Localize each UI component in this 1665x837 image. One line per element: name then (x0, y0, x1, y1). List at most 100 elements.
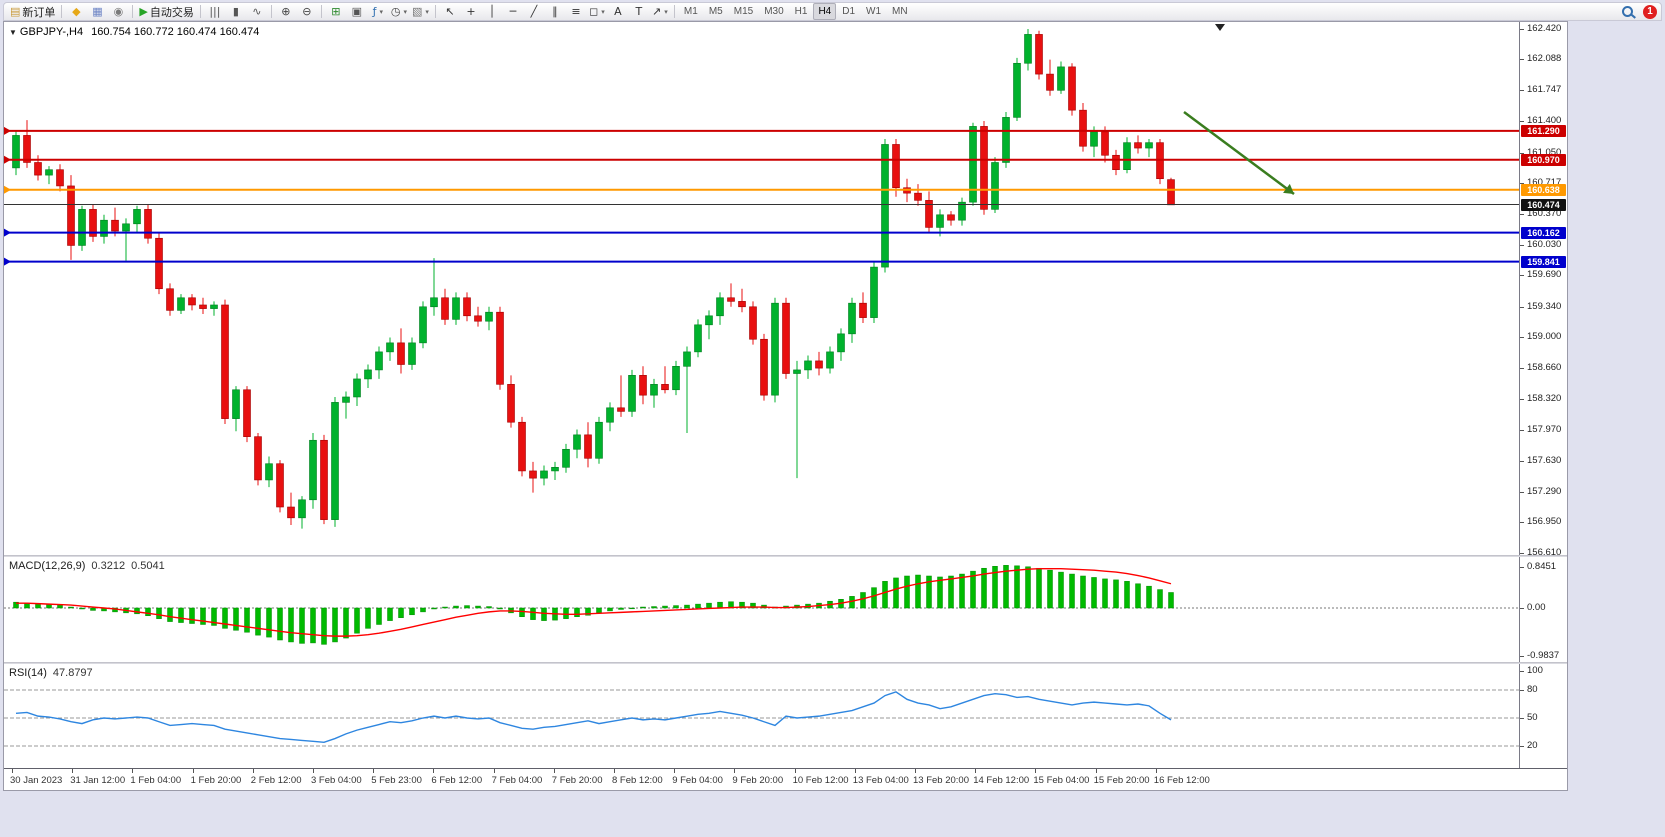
search-button[interactable] (1617, 3, 1637, 20)
candle-body (474, 315, 482, 322)
label-button[interactable]: T (629, 3, 649, 20)
tile-windows-button[interactable]: ⊞ (326, 3, 346, 20)
candle-body (89, 209, 97, 237)
new-order-button-label: 新订单 (22, 6, 56, 19)
axis-tick (1520, 306, 1524, 308)
bar-chart-button[interactable]: ||| (205, 3, 225, 20)
profiles-button[interactable]: ▦ (87, 3, 107, 20)
candle-body (45, 169, 53, 176)
timeframe-m5[interactable]: M5 (708, 6, 723, 17)
rsi-value: 47.8797 (52, 667, 93, 679)
macd-signal-value: 0.5041 (131, 560, 165, 572)
macd-bar (937, 576, 943, 609)
candlestick-canvas[interactable] (4, 22, 1519, 555)
time-axis[interactable]: 30 Jan 2023 31 Jan 12:00 1 Feb 04:00 1 Feb … (4, 768, 1567, 790)
candle-body (837, 333, 845, 353)
line-chart-button[interactable]: ∿ (247, 3, 267, 20)
price-tag: 159.841 (1521, 255, 1566, 268)
macd-label: MACD(12,26,9) 0.3212 0.5041 (9, 560, 165, 572)
candle-body (892, 144, 900, 189)
timeframe-d1[interactable]: D1 (842, 6, 856, 17)
macd-bar (574, 607, 580, 617)
wizard-icon: ◆ (72, 5, 81, 18)
notification-badge[interactable]: 1 (1643, 4, 1657, 19)
candle-body (177, 297, 185, 311)
time-label: 15 Feb 04:00 (1033, 775, 1090, 786)
timeframe-mn[interactable]: MN (892, 6, 908, 17)
zoom-in-button[interactable]: ⊕ (276, 3, 296, 20)
macd-bar (90, 607, 96, 611)
macd-bar (871, 587, 877, 609)
timeframe-m15[interactable]: M15 (733, 6, 754, 17)
price-chart-pane[interactable]: ▼ GBPJPY-,H4 160.754 160.772 160.474 160.4… (4, 22, 1519, 555)
auto-trading-button[interactable]: ▶ 自动交易 (137, 3, 195, 20)
candle-body (276, 463, 284, 508)
shapes-button[interactable]: ◻ ▾ (587, 3, 607, 20)
rsi-canvas[interactable] (4, 664, 1519, 768)
trend-arrow-head (1283, 183, 1294, 194)
axis-tick (1520, 89, 1524, 91)
macd-bar (409, 607, 415, 616)
price-axis[interactable]: 162.420 162.088 161.747 161.400 161.050 160.7… (1519, 22, 1567, 768)
macd-bar (167, 607, 173, 622)
chevron-down-icon: ▾ (425, 8, 429, 16)
candle-body (881, 144, 889, 268)
toolbar-separator (320, 5, 322, 18)
fibonacci-button[interactable]: ≡ (566, 3, 586, 20)
crosshair-button[interactable]: + (461, 3, 481, 20)
periods-button[interactable]: ◷ ▾ (389, 3, 409, 20)
trendline-button[interactable]: ╱ (524, 3, 544, 20)
candle-body (23, 135, 31, 163)
timeframe-m30[interactable]: M30 (764, 6, 784, 17)
timeframe-w1[interactable]: W1 (866, 6, 882, 17)
arrange-windows-button[interactable]: ▣ (347, 3, 367, 20)
candle-body (870, 266, 878, 318)
timeframe-h1[interactable]: H1 (794, 6, 808, 17)
time-tick (794, 769, 796, 773)
macd-bar (134, 607, 140, 615)
wizard-button[interactable]: ◆ (66, 3, 86, 20)
new-order-button[interactable]: ▤ 新订单 (8, 3, 57, 20)
candle-body (232, 389, 240, 419)
macd-bar (497, 607, 503, 610)
candle-body (771, 302, 779, 396)
symbol-dropdown-icon[interactable]: ▼ (9, 28, 17, 37)
templates-button[interactable]: ▧ ▾ (410, 3, 431, 20)
rsi-label: RSI(14) 47.8797 (9, 667, 93, 679)
axis-label: 162.088 (1527, 52, 1562, 64)
chart-shift-marker[interactable] (1215, 24, 1225, 31)
trend-arrow[interactable] (1183, 110, 1295, 196)
axis-tick (1520, 690, 1524, 691)
zoom-out-button[interactable]: ⊖ (297, 3, 317, 20)
candle-body (419, 306, 427, 344)
macd-bar (211, 607, 217, 626)
macd-bar (420, 607, 426, 613)
arrows-button[interactable]: ↗ ▾ (650, 3, 670, 20)
cursor-button[interactable]: ↖ (440, 3, 460, 20)
channel-button[interactable]: ∥ (545, 3, 565, 20)
axis-label: 80 (1527, 684, 1538, 695)
horizontal-line-button[interactable]: ─ (503, 3, 523, 20)
indicators-button[interactable]: ƒ ▾ (368, 3, 388, 20)
horizontal-line-icon: ─ (509, 5, 517, 18)
macd-pane[interactable]: MACD(12,26,9) 0.3212 0.5041 (4, 557, 1519, 662)
pane-separator[interactable] (4, 555, 1567, 557)
candle-body (980, 126, 988, 210)
vertical-line-button[interactable]: │ (482, 3, 502, 20)
text-button[interactable]: A (608, 3, 628, 20)
time-tick (734, 769, 736, 773)
candlestick-chart-button[interactable]: ▮ (226, 3, 246, 20)
macd-bar (893, 577, 899, 609)
rsi-pane[interactable]: RSI(14) 47.8797 (4, 664, 1519, 768)
data-window-button[interactable]: ◉ (108, 3, 128, 20)
macd-bar (992, 566, 998, 609)
bar-chart-icon: ||| (209, 5, 221, 18)
macd-bar (1146, 585, 1152, 609)
pane-separator[interactable] (4, 662, 1567, 664)
price-tag: 160.638 (1521, 183, 1566, 196)
price-tag: 160.162 (1521, 226, 1566, 239)
timeframe-m1[interactable]: M1 (683, 6, 698, 17)
macd-bar (321, 607, 327, 645)
timeframe-h4[interactable]: H4 (813, 3, 837, 20)
macd-canvas[interactable] (4, 557, 1519, 662)
